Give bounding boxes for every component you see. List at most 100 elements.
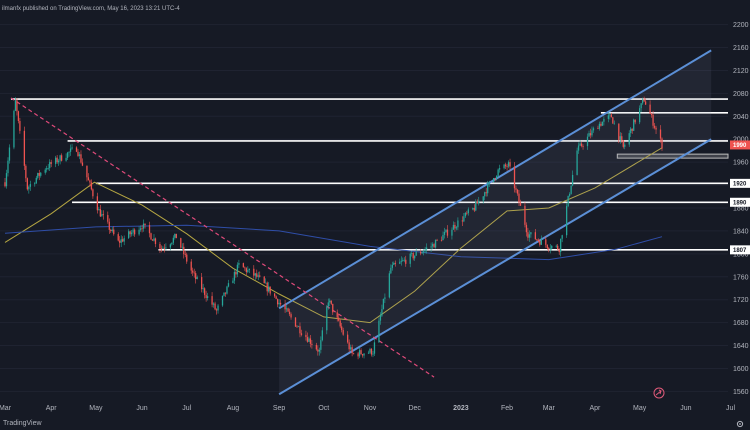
candle-body <box>128 231 130 239</box>
candle-body <box>17 111 20 121</box>
candle-body <box>144 223 146 226</box>
x-tick-label: Feb <box>501 405 513 412</box>
candle-body <box>588 133 590 137</box>
candle-body <box>381 309 383 316</box>
candle-body <box>367 352 370 354</box>
y-tick-label: 1600 <box>733 366 749 373</box>
candle-body <box>603 118 605 122</box>
candle-body <box>539 241 541 245</box>
candle-body <box>217 305 219 311</box>
candle-body <box>133 229 136 235</box>
candle-body <box>454 224 456 229</box>
candle-body <box>266 282 268 292</box>
candle-body <box>236 264 239 275</box>
candle-body <box>269 286 271 294</box>
candle-body <box>390 267 392 274</box>
candle-body <box>44 169 46 173</box>
x-tick-label: May <box>89 405 103 412</box>
candle-body <box>528 234 531 238</box>
candle-body <box>649 104 651 114</box>
candle-body <box>537 239 539 242</box>
candle-body <box>524 205 526 225</box>
candle-body <box>254 273 256 276</box>
candle-body <box>102 214 104 216</box>
candle-body <box>183 246 185 255</box>
candle-body <box>206 296 209 299</box>
candle-body <box>360 350 362 355</box>
y-tick-label: 2120 <box>733 68 749 75</box>
candle-body <box>568 193 571 196</box>
y-tick-label: 1560 <box>733 389 749 396</box>
candle-body <box>148 225 151 234</box>
x-tick-label: Apr <box>46 405 58 412</box>
y-tick-label: 2200 <box>733 22 749 29</box>
candle-body <box>411 253 413 254</box>
candle-body <box>551 245 553 249</box>
candle-body <box>175 233 177 239</box>
x-tick-label: Jul <box>182 405 191 412</box>
candle-body <box>430 246 432 248</box>
candle-body <box>89 180 91 183</box>
x-tick-label: Mar <box>0 405 12 412</box>
candle-body <box>296 326 298 328</box>
candle-body <box>202 288 204 290</box>
candle-body <box>226 286 228 294</box>
candle-body <box>466 212 468 214</box>
candle-body <box>394 262 396 264</box>
x-tick-label: Aug <box>227 405 240 412</box>
candles-group <box>4 96 663 360</box>
candle-body <box>495 176 498 179</box>
candle-body <box>472 208 474 210</box>
x-tick-label: May <box>633 405 647 412</box>
candle-body <box>591 130 593 136</box>
candle-body <box>138 229 140 235</box>
candle-body <box>132 229 134 233</box>
candle-body <box>582 146 584 147</box>
candle-body <box>68 151 70 153</box>
candle-body <box>618 123 620 140</box>
channel-lower-line <box>278 138 712 396</box>
y-tick-label: 1760 <box>733 274 749 281</box>
candle-body <box>203 288 206 295</box>
candle-body <box>393 262 395 265</box>
candle-body <box>610 114 612 118</box>
candle-body <box>384 297 386 299</box>
candle-body <box>80 154 82 163</box>
candle-body <box>349 347 352 350</box>
settings-icon[interactable] <box>736 420 744 428</box>
candle-body <box>339 320 341 327</box>
level-price-tag <box>730 245 750 255</box>
candle-body <box>400 260 402 262</box>
candle-body <box>445 229 447 233</box>
candle-body <box>485 192 487 194</box>
candle-body <box>13 110 15 148</box>
candle-body <box>494 178 496 179</box>
candle-body <box>412 253 414 259</box>
candle-body <box>7 160 9 174</box>
replay-icon[interactable] <box>653 387 665 399</box>
candle-body <box>196 277 198 280</box>
candle-body <box>461 220 464 222</box>
candle-body <box>369 348 371 353</box>
candle-body <box>332 303 334 313</box>
candle-body <box>424 249 426 252</box>
candle-body <box>242 263 245 268</box>
candle-body <box>624 144 626 147</box>
candle-body <box>655 127 657 130</box>
level-price-label: 1890 <box>733 200 747 206</box>
candle-body <box>579 143 581 146</box>
candle-body <box>442 234 444 241</box>
candle-body <box>357 353 359 357</box>
candle-body <box>498 168 501 170</box>
candle-body <box>560 238 562 253</box>
candle-body <box>160 248 163 250</box>
candle-body <box>119 240 121 243</box>
candle-body <box>34 183 36 185</box>
x-tick-label: Apr <box>590 405 602 412</box>
candle-body <box>504 164 507 167</box>
candle-body <box>49 162 51 169</box>
candle-body <box>415 252 417 256</box>
grid-group <box>0 24 728 392</box>
candle-body <box>527 232 529 238</box>
